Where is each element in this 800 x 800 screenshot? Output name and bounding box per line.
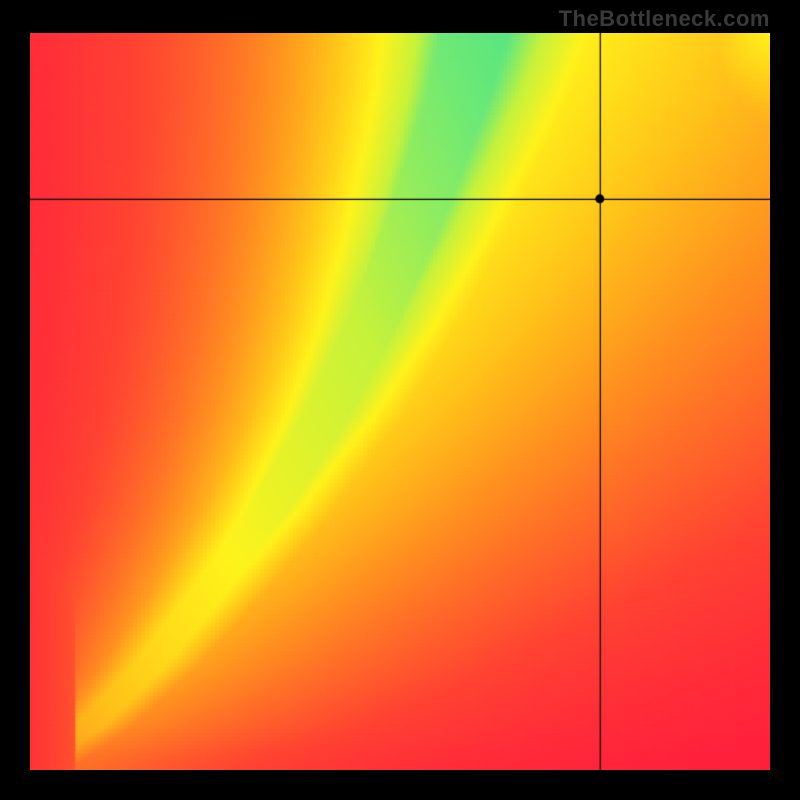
bottleneck-heatmap (30, 33, 770, 770)
watermark-text: TheBottleneck.com (559, 6, 770, 32)
